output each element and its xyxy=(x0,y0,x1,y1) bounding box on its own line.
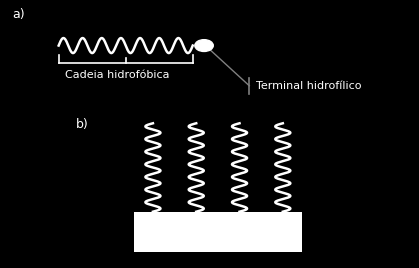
Text: Cadeia hidrofóbica: Cadeia hidrofóbica xyxy=(65,70,170,80)
Circle shape xyxy=(195,40,213,51)
Bar xyxy=(134,212,302,252)
Text: Terminal hidrofílico: Terminal hidrofílico xyxy=(256,81,361,91)
Text: a): a) xyxy=(13,8,25,21)
Text: b): b) xyxy=(75,118,88,131)
